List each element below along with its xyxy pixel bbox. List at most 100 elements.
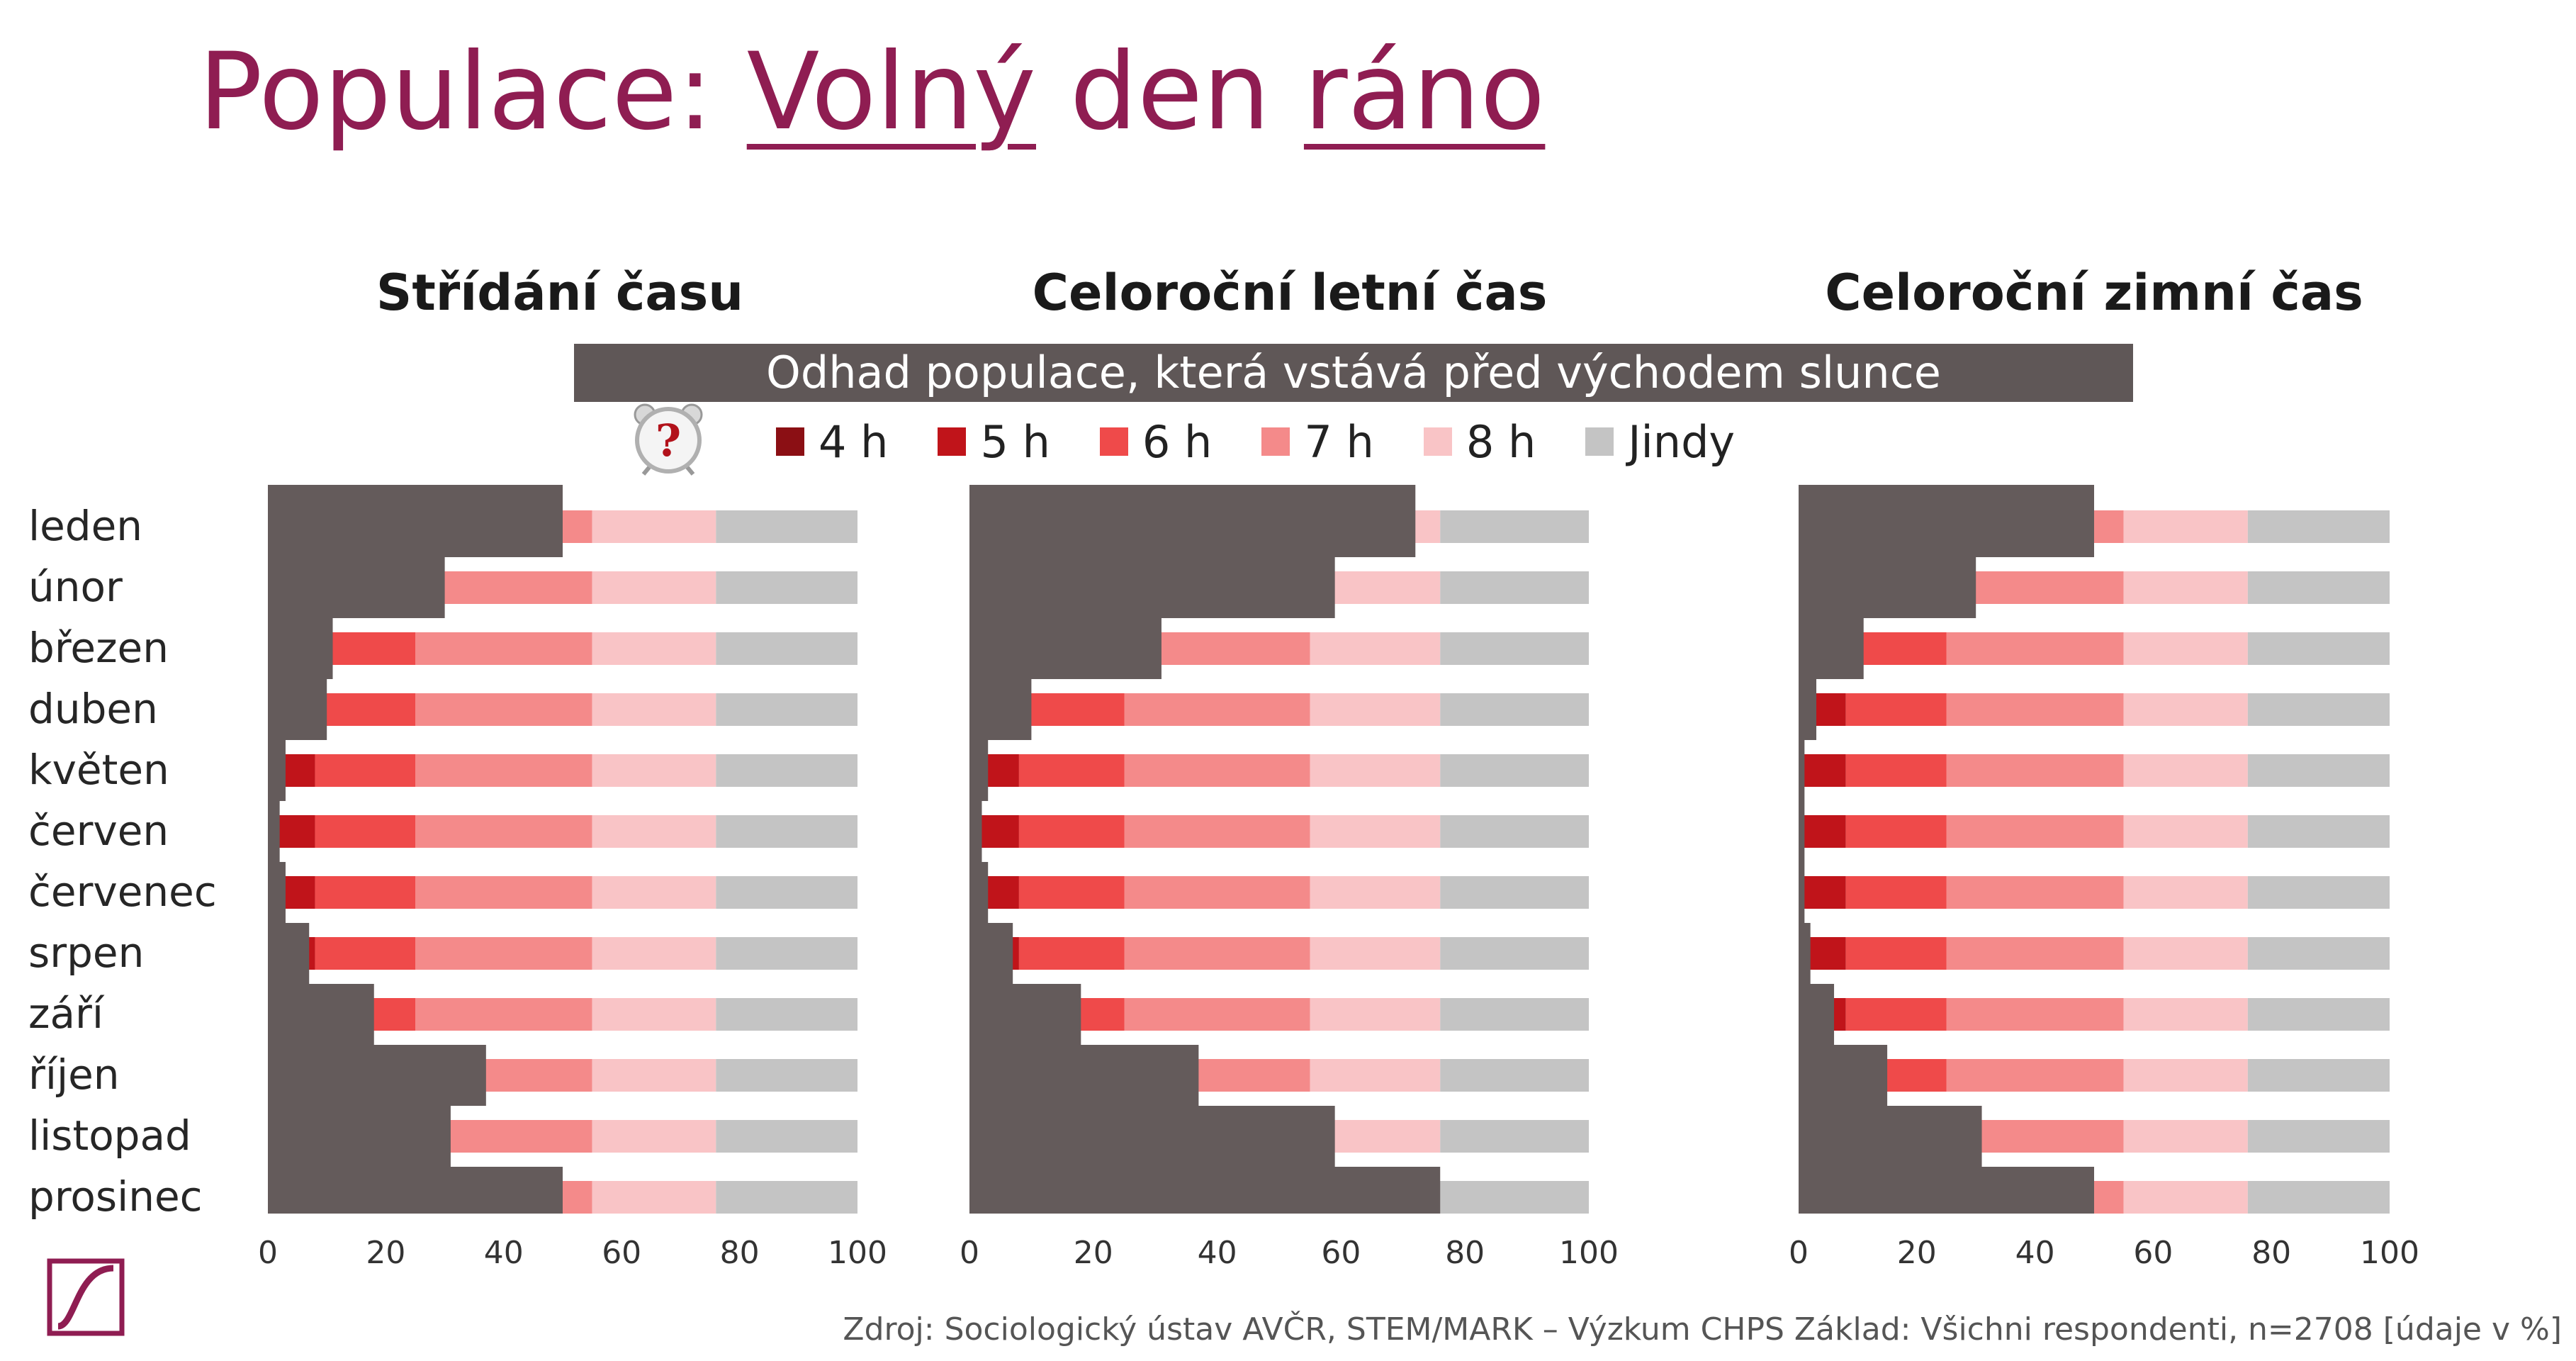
legend-swatch	[776, 427, 804, 456]
bar-segment	[1845, 998, 1947, 1031]
bar-segment	[1946, 876, 2124, 909]
bar-segment	[1310, 693, 1441, 726]
x-tick-label: 20	[1897, 1235, 1937, 1271]
bar-segment	[2123, 1181, 2248, 1214]
bar-segment	[716, 937, 857, 970]
bar-segment	[1310, 876, 1441, 909]
legend-label: Jindy	[1628, 415, 1736, 468]
bar-segment	[592, 1181, 716, 1214]
bar-segment	[415, 815, 592, 848]
bar-segment	[592, 876, 716, 909]
month-label: říjen	[28, 1051, 120, 1099]
bar-segment	[1946, 815, 2124, 848]
legend: 4 h 5 h 6 h 7 h 8 h Jindy	[776, 413, 1784, 470]
bar-segment	[415, 876, 592, 909]
panel-title-stridani: Střídání času	[376, 264, 744, 322]
bar-segment	[1946, 632, 2124, 665]
x-tick-label: 20	[366, 1235, 405, 1271]
bar-segment	[716, 1181, 857, 1214]
legend-item: 7 h	[1261, 415, 1374, 468]
bar-segment	[2247, 754, 2390, 787]
bar-segment	[2247, 937, 2390, 970]
x-tick-label: 100	[2360, 1235, 2419, 1271]
bar-segment	[1440, 510, 1589, 543]
bar-segment	[2247, 1181, 2390, 1214]
bar-segment	[716, 815, 857, 848]
x-tick-label: 40	[1198, 1235, 1237, 1271]
bar-segment	[315, 876, 415, 909]
month-label: prosinec	[28, 1172, 203, 1221]
bar-segment	[1124, 693, 1310, 726]
bar-segment	[592, 693, 716, 726]
legend-swatch	[1585, 427, 1614, 456]
bar-segment	[1440, 632, 1589, 665]
banner: Odhad populace, která vstává před východ…	[574, 344, 2133, 402]
bar-segment	[1799, 815, 1846, 848]
legend-label: 8 h	[1466, 415, 1536, 468]
bar-segment	[1845, 876, 1947, 909]
bar-segment	[2247, 1120, 2390, 1153]
sunrise-shading	[969, 485, 1441, 1214]
bar-segment	[415, 632, 592, 665]
bar-segment	[592, 937, 716, 970]
bar-segment	[2123, 693, 2248, 726]
source-note: Zdroj: Sociologický ústav AVČR, STEM/MAR…	[843, 1311, 2562, 1348]
bar-segment	[1845, 693, 1947, 726]
bar-segment	[1018, 754, 1125, 787]
bar-segment	[716, 754, 857, 787]
legend-swatch	[1423, 427, 1452, 456]
bar-segment	[2123, 1059, 2248, 1092]
bar-segment	[315, 815, 415, 848]
bar-segment	[1310, 1059, 1441, 1092]
bar-segment	[592, 998, 716, 1031]
bar-segment	[716, 571, 857, 604]
svg-text:?: ?	[656, 415, 681, 466]
bar-segment	[2123, 1120, 2248, 1153]
bar-segment	[2247, 1059, 2390, 1092]
legend-label: 5 h	[980, 415, 1050, 468]
panel-title-zimni: Celoroční zimní čas	[1825, 264, 2363, 322]
month-label: červenec	[28, 868, 217, 916]
bar-segment	[1946, 1059, 2124, 1092]
bar-segment	[2123, 815, 2248, 848]
bar-segment	[1124, 998, 1310, 1031]
month-label: březen	[28, 624, 169, 672]
bar-segment	[1124, 815, 1310, 848]
bar-segment	[592, 1059, 716, 1092]
bar-segment	[2247, 998, 2390, 1031]
bar-segment	[2247, 571, 2390, 604]
bar-segment	[716, 876, 857, 909]
bar-segment	[1946, 693, 2124, 726]
bar-segment	[415, 937, 592, 970]
month-label: únor	[28, 563, 123, 611]
bar-segment	[1440, 1120, 1589, 1153]
legend-label: 7 h	[1304, 415, 1374, 468]
x-tick-label: 80	[720, 1235, 760, 1271]
bar-segment	[2123, 510, 2248, 543]
bar-segment	[1946, 754, 2124, 787]
bar-segment	[592, 510, 716, 543]
bar-segment	[1440, 998, 1589, 1031]
bar-segment	[592, 815, 716, 848]
bar-segment	[415, 693, 592, 726]
page-title: Populace: Volný den ráno	[198, 28, 1545, 156]
x-tick-label: 60	[1321, 1235, 1361, 1271]
bar-segment	[2247, 632, 2390, 665]
bar-segment	[415, 998, 592, 1031]
x-tick-label: 40	[2015, 1235, 2055, 1271]
bar-segment	[592, 754, 716, 787]
legend-item: 5 h	[938, 416, 1050, 468]
bar-segment	[1799, 754, 1846, 787]
bar-segment	[2123, 998, 2248, 1031]
x-tick-label: 80	[2251, 1235, 2291, 1271]
x-tick-label: 40	[484, 1235, 524, 1271]
legend-label: 6 h	[1142, 415, 1213, 468]
bar-segment	[1310, 998, 1441, 1031]
legend-item: 4 h	[776, 416, 888, 468]
bar-segment	[1018, 815, 1125, 848]
logo-icon	[47, 1258, 125, 1339]
bar-segment	[716, 1120, 857, 1153]
bar-segment	[1310, 754, 1441, 787]
sunrise-shading	[1799, 485, 2094, 1214]
